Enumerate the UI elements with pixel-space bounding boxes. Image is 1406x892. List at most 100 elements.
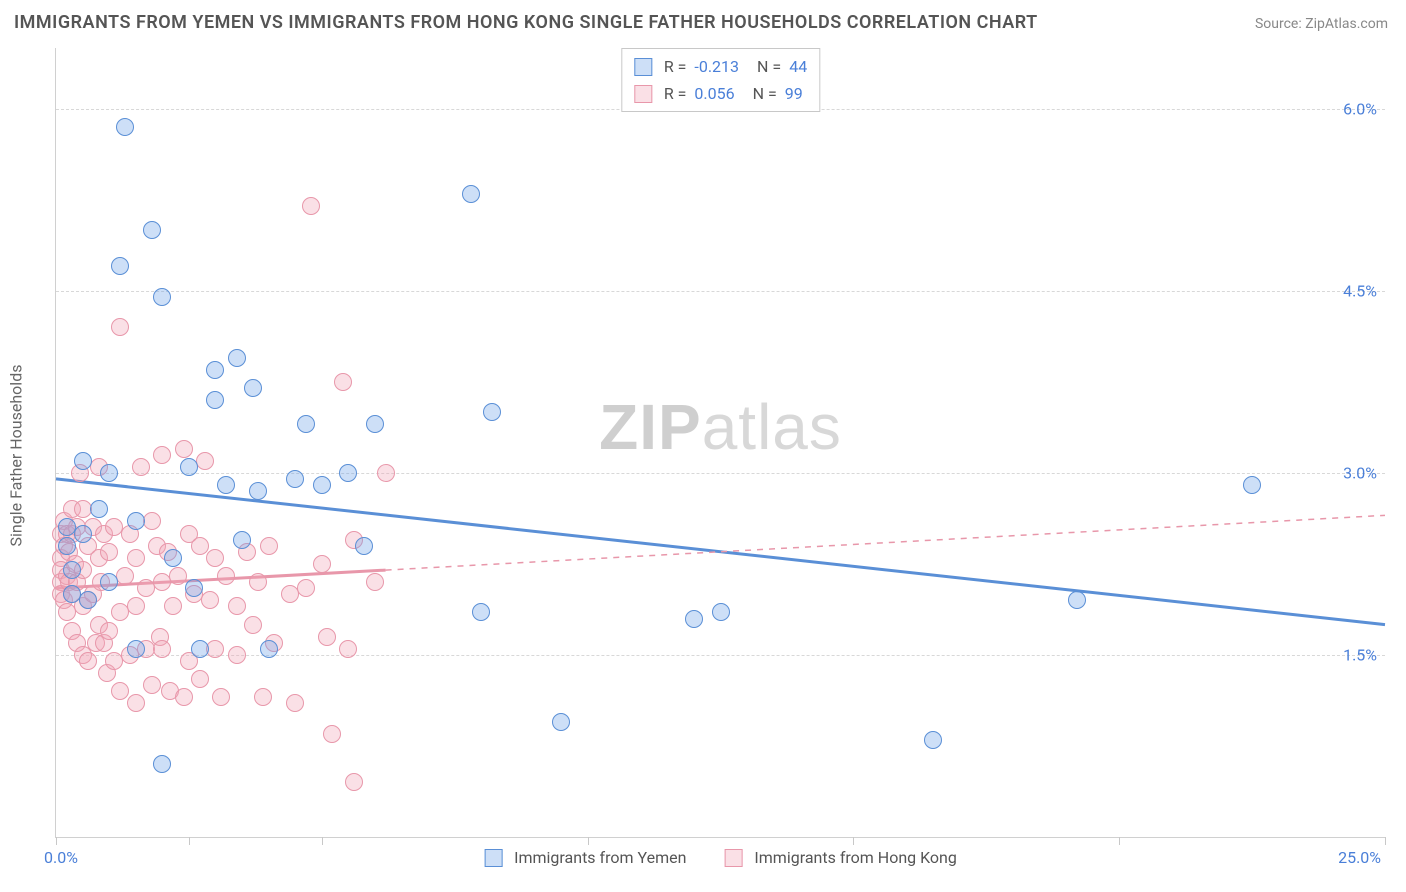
legend-row-yemen: R = -0.213 N = 44: [634, 53, 807, 80]
point-yemen: [685, 610, 703, 628]
point-hongkong: [98, 664, 116, 682]
source-attribution: Source: ZipAtlas.com: [1255, 16, 1388, 32]
point-hongkong: [66, 555, 84, 573]
point-hongkong: [58, 567, 76, 585]
x-tick: [1385, 837, 1386, 845]
x-tick: [1119, 837, 1120, 845]
point-hongkong: [238, 543, 256, 561]
point-hongkong: [137, 579, 155, 597]
legend-label-hongkong: Immigrants from Hong Kong: [754, 848, 956, 867]
r-value-hongkong: 0.056: [694, 80, 734, 107]
point-hongkong: [55, 512, 73, 530]
point-yemen: [924, 731, 942, 749]
point-yemen: [63, 585, 81, 603]
x-tick: [588, 837, 589, 845]
point-yemen: [313, 476, 331, 494]
point-hongkong: [281, 585, 299, 603]
source-label: Source:: [1255, 16, 1305, 32]
point-yemen: [233, 531, 251, 549]
point-yemen: [552, 713, 570, 731]
point-hongkong: [63, 525, 81, 543]
legend-item-hongkong: Immigrants from Hong Kong: [724, 848, 956, 867]
watermark-light: atlas: [702, 391, 842, 463]
point-hongkong: [297, 579, 315, 597]
x-axis-min-label: 0.0%: [44, 848, 78, 867]
point-hongkong: [52, 549, 70, 567]
point-hongkong: [90, 549, 108, 567]
point-hongkong: [180, 525, 198, 543]
point-yemen: [63, 561, 81, 579]
point-hongkong: [143, 512, 161, 530]
point-yemen: [366, 415, 384, 433]
y-tick-label: 4.5%: [1343, 281, 1377, 300]
point-hongkong: [185, 585, 203, 603]
point-yemen: [58, 518, 76, 536]
point-yemen: [185, 579, 203, 597]
trendline-hongkong-dashed: [386, 515, 1385, 570]
point-hongkong: [52, 573, 70, 591]
x-tick: [189, 837, 190, 845]
point-hongkong: [121, 525, 139, 543]
point-hongkong: [90, 616, 108, 634]
point-hongkong: [164, 597, 182, 615]
point-hongkong: [68, 573, 86, 591]
point-yemen: [217, 476, 235, 494]
legend-row-hongkong: R = 0.056 N = 99: [634, 80, 807, 107]
point-hongkong: [111, 603, 129, 621]
trend-lines: [56, 48, 1385, 837]
r-label: R =: [664, 53, 687, 80]
point-hongkong: [151, 628, 169, 646]
point-hongkong: [52, 585, 70, 603]
point-hongkong: [111, 318, 129, 336]
swatch-yemen: [634, 58, 652, 76]
point-yemen: [90, 500, 108, 518]
point-hongkong: [95, 634, 113, 652]
trendline-yemen-solid: [56, 479, 1385, 625]
point-hongkong: [345, 531, 363, 549]
point-hongkong: [60, 573, 78, 591]
point-yemen: [462, 185, 480, 203]
point-hongkong: [58, 603, 76, 621]
point-hongkong: [52, 525, 70, 543]
legend-label-yemen: Immigrants from Yemen: [514, 848, 686, 867]
point-hongkong: [79, 537, 97, 555]
n-label: N =: [757, 53, 781, 80]
point-yemen: [355, 537, 373, 555]
point-hongkong: [52, 561, 70, 579]
r-label: R =: [664, 80, 687, 107]
point-hongkong: [153, 573, 171, 591]
point-hongkong: [206, 549, 224, 567]
point-hongkong: [254, 688, 272, 706]
point-yemen: [206, 391, 224, 409]
point-yemen: [483, 403, 501, 421]
point-hongkong: [100, 543, 118, 561]
legend-item-yemen: Immigrants from Yemen: [484, 848, 686, 867]
point-hongkong: [84, 518, 102, 536]
point-hongkong: [60, 543, 78, 561]
point-hongkong: [228, 597, 246, 615]
point-hongkong: [111, 682, 129, 700]
y-tick-label: 6.0%: [1343, 99, 1377, 118]
point-hongkong: [148, 537, 166, 555]
n-value-hongkong: 99: [785, 80, 803, 107]
point-hongkong: [318, 628, 336, 646]
point-hongkong: [244, 616, 262, 634]
point-hongkong: [313, 555, 331, 573]
point-hongkong: [74, 561, 92, 579]
point-hongkong: [74, 597, 92, 615]
point-hongkong: [249, 573, 267, 591]
chart-plot-area: ZIPatlas R = -0.213 N = 44 R = 0.056 N =…: [55, 48, 1385, 838]
y-tick-label: 3.0%: [1343, 463, 1377, 482]
point-hongkong: [196, 452, 214, 470]
swatch-hongkong: [634, 85, 652, 103]
point-hongkong: [161, 682, 179, 700]
point-hongkong: [260, 537, 278, 555]
point-hongkong: [127, 549, 145, 567]
point-hongkong: [201, 591, 219, 609]
point-hongkong: [95, 525, 113, 543]
y-axis-label: Single Father Households: [7, 365, 26, 547]
point-hongkong: [127, 694, 145, 712]
x-tick: [56, 837, 57, 845]
point-hongkong: [191, 537, 209, 555]
point-hongkong: [87, 634, 105, 652]
